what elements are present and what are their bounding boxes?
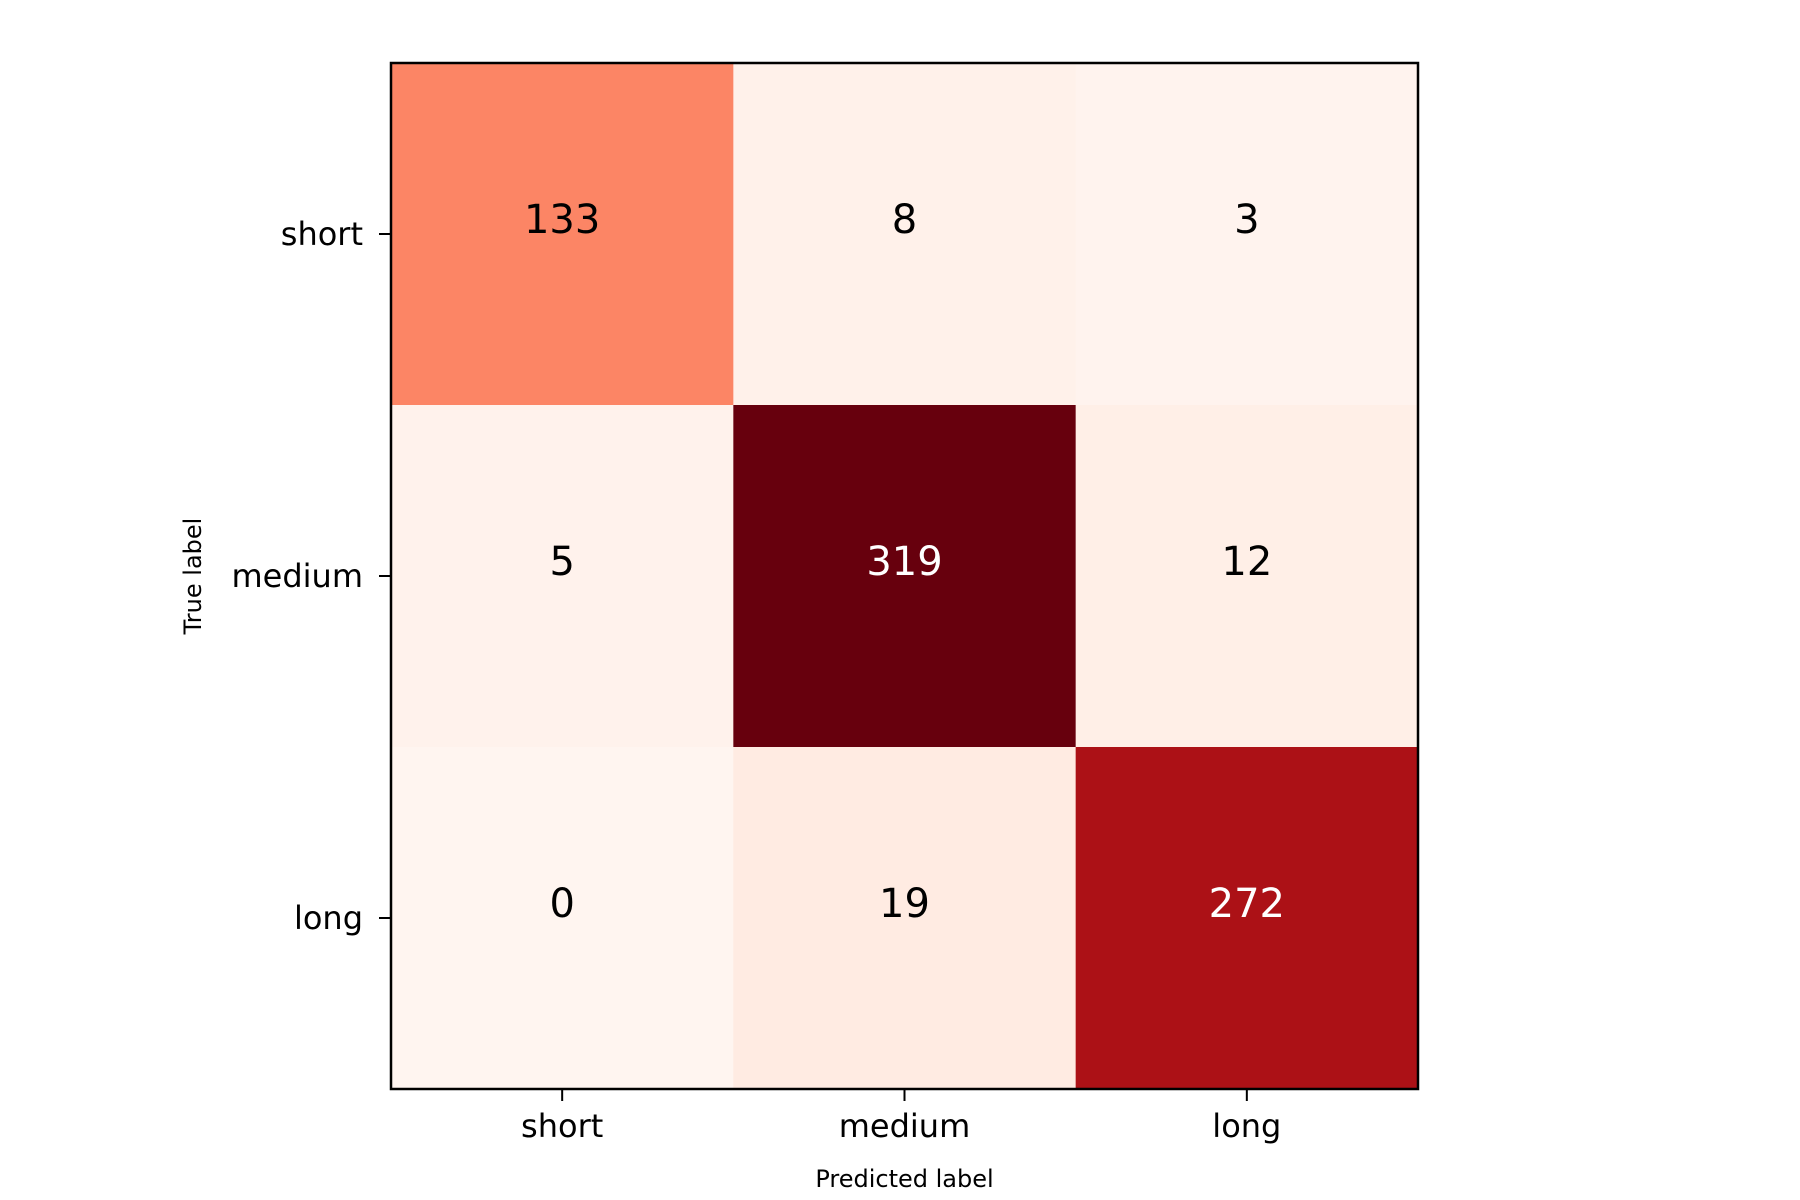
cell-value-label: 12 [1221,539,1272,585]
x-axis-label: Predicted label [815,1165,993,1193]
heatmap-cell [391,747,734,1090]
heatmap-cell [1075,747,1419,1090]
y-tick-label: short [281,215,363,253]
cell-value-label: 5 [549,539,574,585]
heatmap-cell [733,405,1077,748]
heatmap-cell [391,405,734,748]
y-axis-ticks: short medium long [231,215,391,937]
y-tick-label: medium [231,557,363,595]
cell-value-label: 8 [892,197,917,243]
y-tick-label: long [294,899,363,937]
cell-value-label: 3 [1234,197,1259,243]
cell-value-label: 0 [549,881,574,927]
heatmap-cells [391,63,1419,1090]
heatmap-cell-labels: 133 8 3 5 319 12 0 19 272 [524,197,1285,927]
x-tick-label: medium [839,1107,971,1145]
heatmap-cell [1075,63,1419,406]
cell-value-label: 319 [866,539,942,585]
heatmap-cell [733,747,1077,1090]
y-axis-label: True label [179,518,207,636]
x-tick-label: long [1212,1107,1281,1145]
cell-value-label: 272 [1209,881,1285,927]
cell-value-label: 133 [524,197,600,243]
heatmap-cell [391,63,734,406]
x-tick-label: short [521,1107,603,1145]
heatmap-cell [1075,405,1419,748]
cell-value-label: 19 [879,881,930,927]
heatmap-cell [733,63,1077,406]
x-axis-ticks: short medium long [521,1089,1281,1145]
